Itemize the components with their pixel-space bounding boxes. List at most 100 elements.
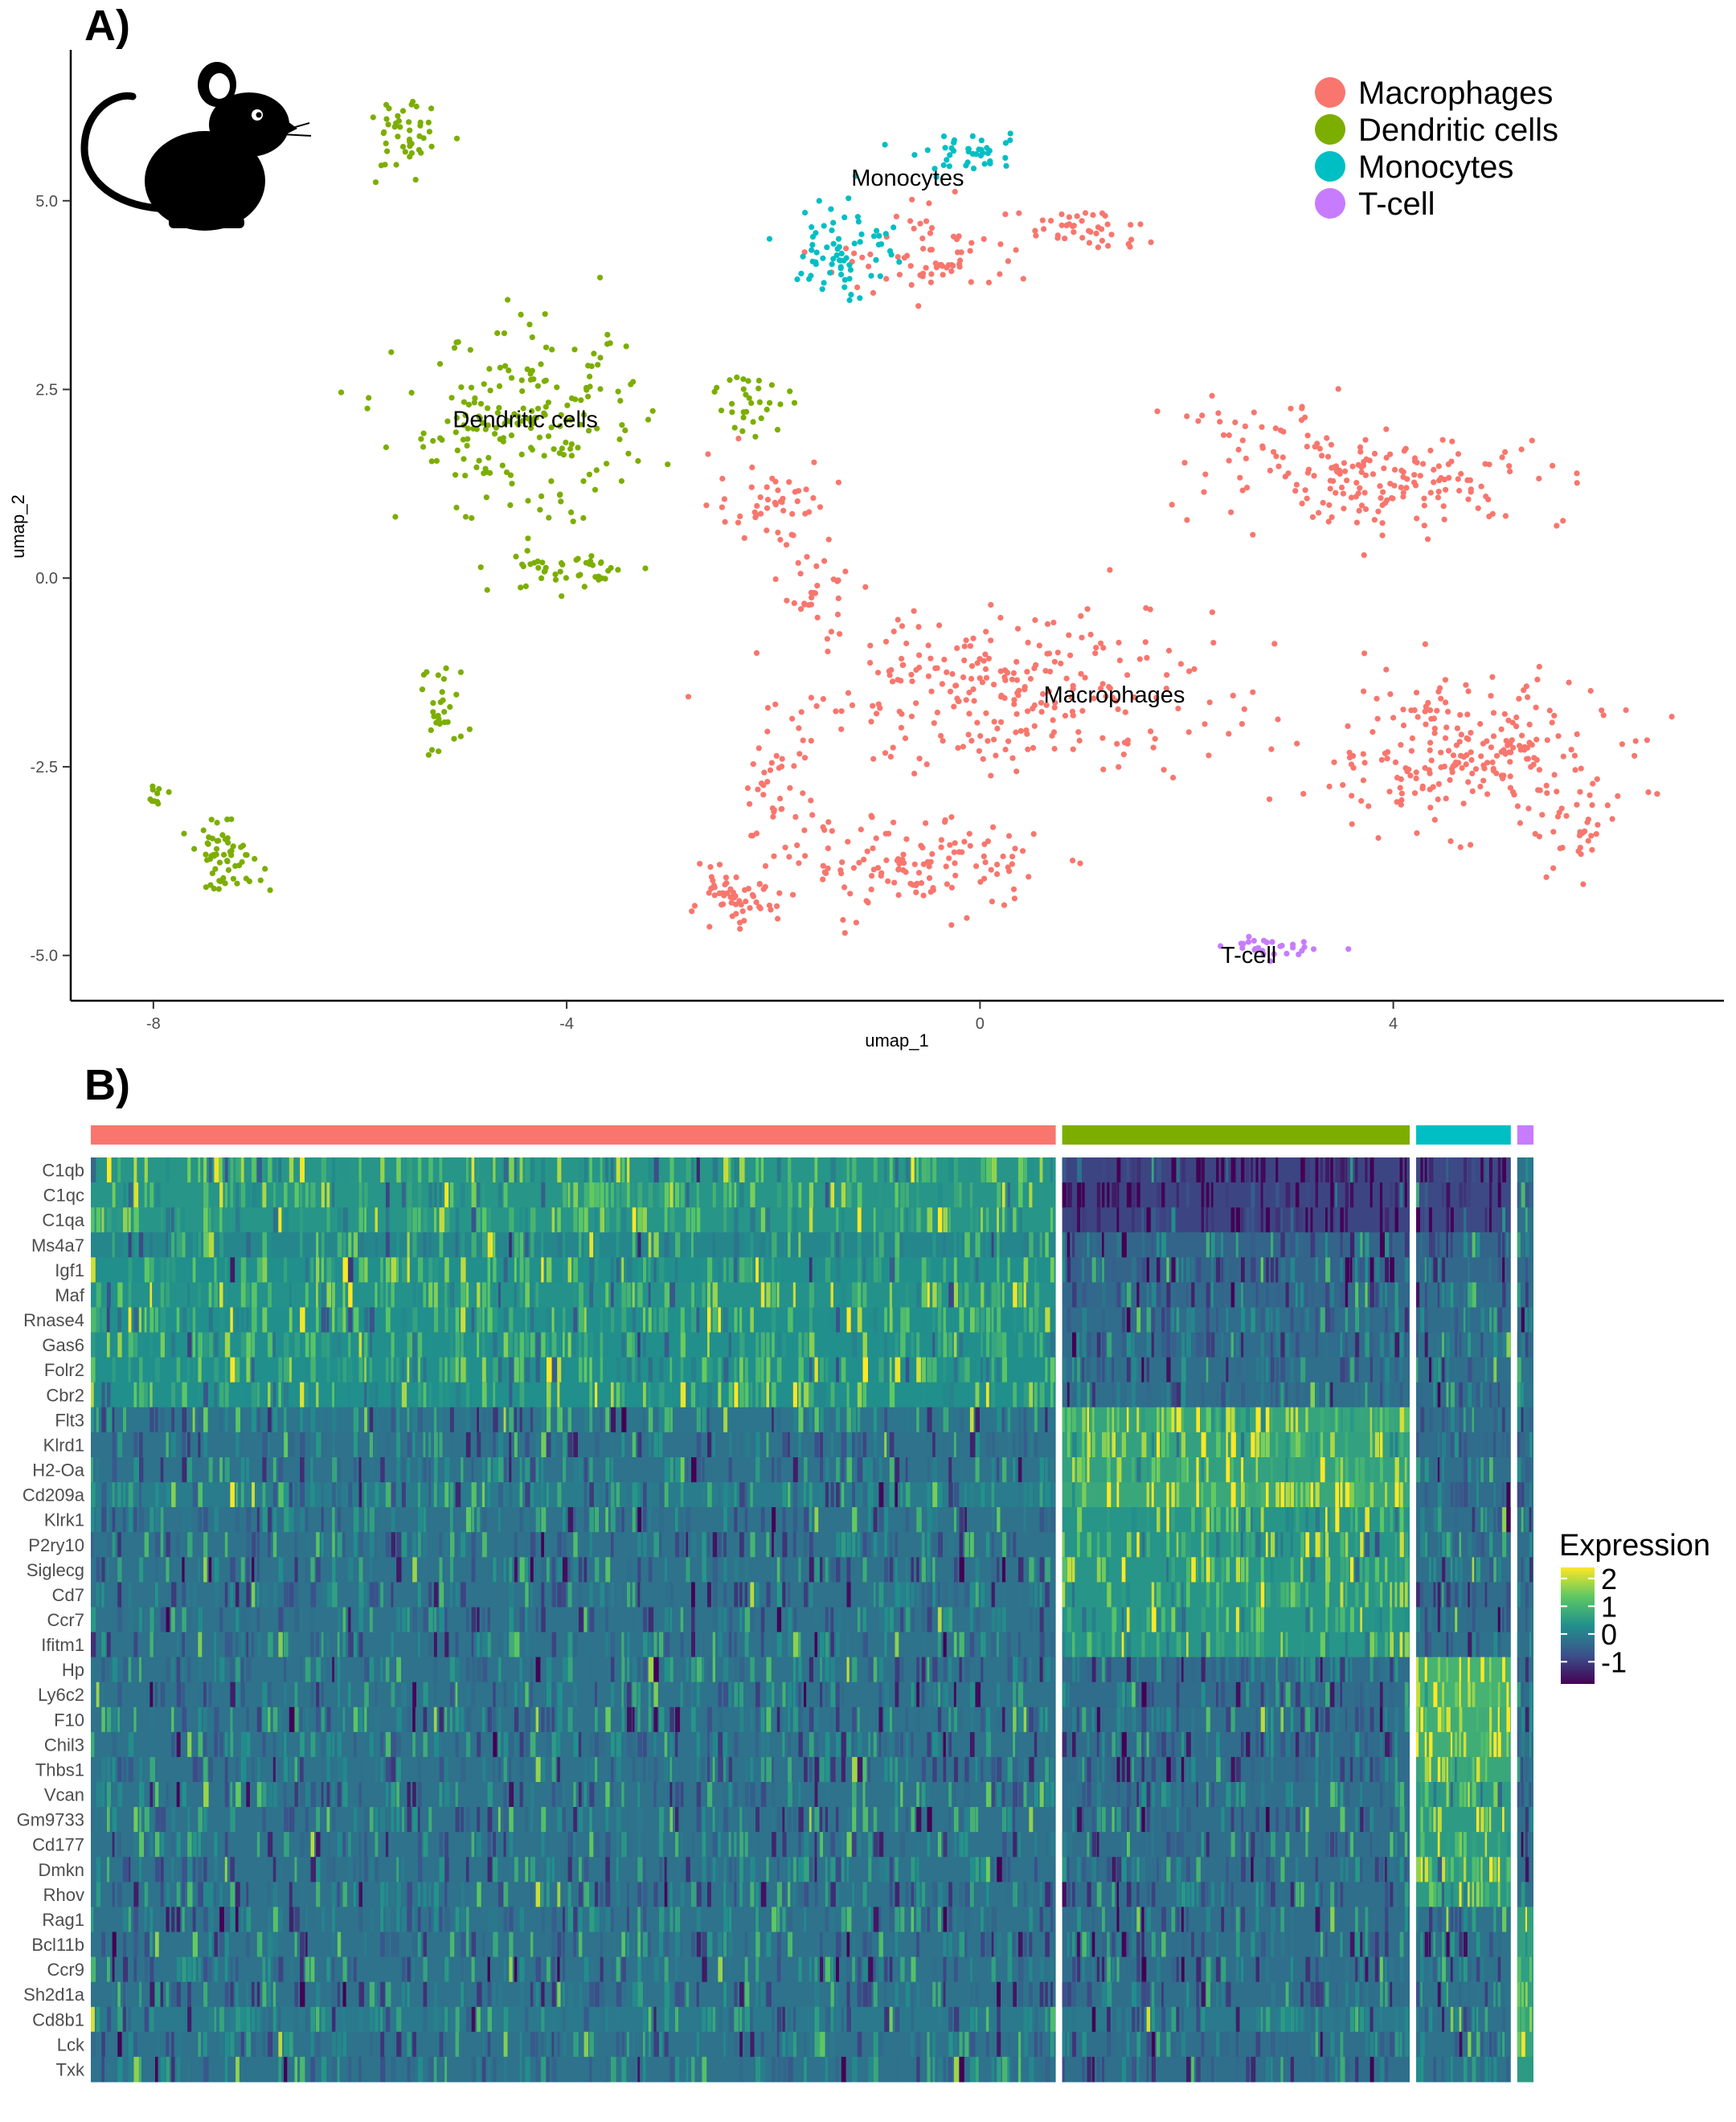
heatmap-cell (718, 1607, 723, 1633)
heatmap-cell (455, 1307, 460, 1333)
heatmap-cell (669, 1582, 674, 1608)
umap-point (1536, 475, 1542, 482)
umap-point (895, 891, 902, 899)
umap-point (1463, 761, 1469, 768)
heatmap-cell (332, 1282, 335, 1308)
heatmap-cell (123, 1407, 127, 1433)
umap-point (1242, 423, 1248, 430)
umap-point (1114, 740, 1120, 748)
heatmap-cell (985, 1382, 989, 1408)
heatmap-cell (262, 1307, 268, 1333)
heatmap-cell (332, 1907, 335, 1932)
umap-point (635, 457, 641, 465)
heatmap-cell (128, 1332, 133, 1358)
umap-point (458, 384, 465, 391)
heatmap-cell (203, 1207, 208, 1233)
heatmap-cell (530, 1907, 535, 1932)
umap-point (473, 464, 480, 471)
heatmap-cell (401, 1532, 407, 1558)
umap-point (200, 827, 207, 834)
heatmap-cell (321, 1182, 325, 1208)
heatmap-cell (611, 1532, 614, 1558)
umap-point (1279, 942, 1285, 949)
umap-point (1360, 462, 1366, 469)
heatmap-cell (101, 1756, 106, 1783)
heatmap-cell (921, 1682, 925, 1708)
heatmap-cell (465, 1706, 472, 1733)
heatmap-cell (873, 1207, 876, 1233)
heatmap-cell (1007, 1182, 1010, 1208)
heatmap-cell (686, 1357, 690, 1383)
umap-point (1458, 731, 1464, 738)
heatmap-cell (557, 1207, 561, 1233)
heatmap-cell (337, 1932, 342, 1958)
heatmap-cell (514, 1706, 519, 1733)
heatmap-cell (117, 1282, 123, 1308)
umap-point (1604, 802, 1611, 809)
heatmap-cell (734, 1557, 739, 1583)
heatmap-cell (471, 1507, 474, 1533)
umap-point (851, 240, 858, 247)
heatmap-cell (342, 1607, 346, 1633)
heatmap-cell (192, 1307, 196, 1333)
heatmap-cell (873, 1907, 879, 1932)
heatmap-cell (321, 1432, 327, 1458)
umap-point (645, 416, 652, 423)
heatmap-cell (862, 1257, 866, 1283)
heatmap-cell (664, 1407, 669, 1433)
heatmap-cell (385, 1432, 390, 1458)
heatmap-cell (192, 1432, 197, 1458)
heatmap-cell (155, 1557, 158, 1583)
heatmap-cell (493, 1257, 497, 1283)
heatmap-cell (583, 1832, 588, 1858)
heatmap-cell (600, 1932, 603, 1958)
heatmap-cell (284, 1407, 287, 1433)
umap-point (1544, 790, 1550, 797)
heatmap-cell (149, 1507, 154, 1533)
umap-point (898, 724, 904, 731)
heatmap-cell (401, 1706, 406, 1733)
heatmap-cell (455, 1332, 460, 1358)
heatmap-cell (1007, 1257, 1010, 1283)
umap-point (776, 764, 782, 772)
heatmap-cell (433, 1632, 437, 1658)
umap-point (392, 514, 399, 520)
heatmap-cell (959, 1807, 964, 1833)
umap-point (1066, 221, 1073, 227)
umap-point (803, 486, 809, 493)
heatmap-cell (144, 1807, 149, 1833)
heatmap-cell (91, 1532, 94, 1558)
heatmap-cell (407, 1807, 411, 1833)
heatmap-cell (772, 1507, 776, 1533)
heatmap-cell (686, 1207, 690, 1233)
heatmap-cell (364, 1807, 370, 1833)
heatmap-cell (1001, 1332, 1007, 1358)
umap-point (994, 862, 1001, 868)
umap-point (1300, 791, 1307, 797)
heatmap-cell (841, 1907, 846, 1932)
heatmap-cell (857, 1457, 863, 1483)
heatmap-cell (637, 1357, 641, 1383)
heatmap-cell (702, 1232, 706, 1258)
heatmap-cell (230, 1307, 233, 1333)
heatmap-cell (272, 1756, 276, 1783)
heatmap-cell (369, 1731, 374, 1758)
umap-point (874, 227, 880, 234)
heatmap-cell (369, 1532, 375, 1558)
heatmap-cell (921, 1282, 927, 1308)
heatmap-cell (272, 1657, 277, 1683)
heatmap-cell (326, 1207, 330, 1233)
umap-point (968, 738, 975, 744)
umap-point (748, 833, 755, 839)
heatmap-cell (481, 1482, 485, 1508)
umap-point (1423, 721, 1429, 727)
heatmap-cell (969, 1682, 976, 1708)
heatmap-cell (91, 1607, 96, 1633)
umap-point (1361, 650, 1368, 657)
umap-point (1448, 458, 1455, 465)
umap-point (1486, 513, 1492, 520)
heatmap-cell (375, 1582, 379, 1608)
heatmap-cell (182, 1882, 186, 1907)
umap-point (1379, 520, 1386, 526)
umap-point (1447, 776, 1453, 784)
